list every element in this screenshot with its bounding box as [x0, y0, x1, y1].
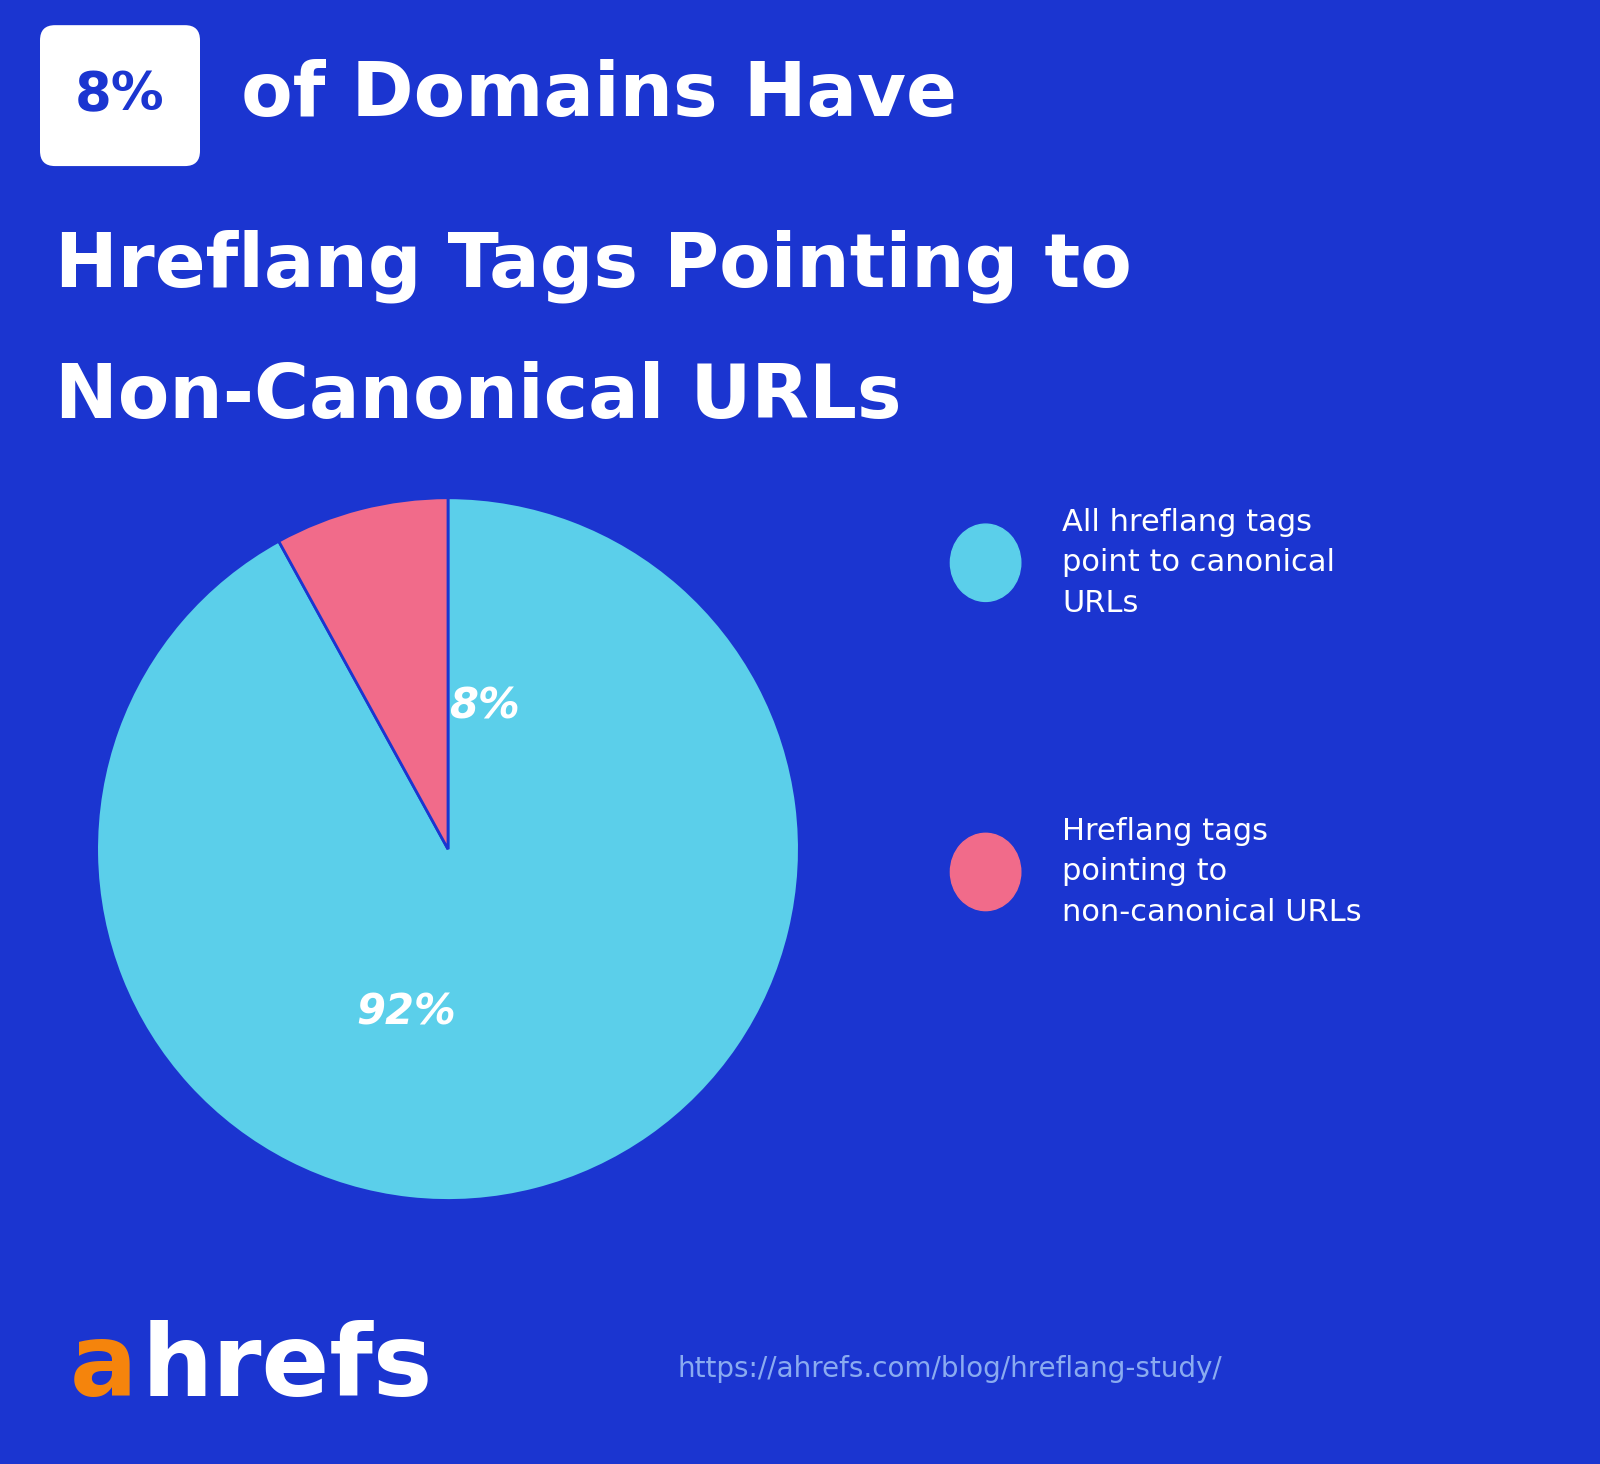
Text: a: a: [70, 1321, 138, 1417]
Text: 92%: 92%: [357, 991, 456, 1034]
FancyBboxPatch shape: [40, 25, 200, 165]
Text: 8%: 8%: [450, 685, 520, 728]
Text: https://ahrefs.com/blog/hreflang-study/: https://ahrefs.com/blog/hreflang-study/: [678, 1354, 1222, 1383]
Text: All hreflang tags
point to canonical
URLs: All hreflang tags point to canonical URL…: [1062, 508, 1336, 618]
Text: of Domains Have: of Domains Have: [214, 59, 957, 132]
Text: Hreflang tags
pointing to
non-canonical URLs: Hreflang tags pointing to non-canonical …: [1062, 817, 1362, 927]
Text: Non-Canonical URLs: Non-Canonical URLs: [54, 362, 901, 433]
Wedge shape: [96, 498, 800, 1200]
Circle shape: [950, 833, 1021, 911]
Text: 8%: 8%: [75, 70, 165, 122]
Text: Hreflang Tags Pointing to: Hreflang Tags Pointing to: [54, 230, 1131, 303]
Text: hrefs: hrefs: [142, 1321, 434, 1417]
Wedge shape: [278, 498, 448, 849]
Circle shape: [950, 524, 1021, 602]
